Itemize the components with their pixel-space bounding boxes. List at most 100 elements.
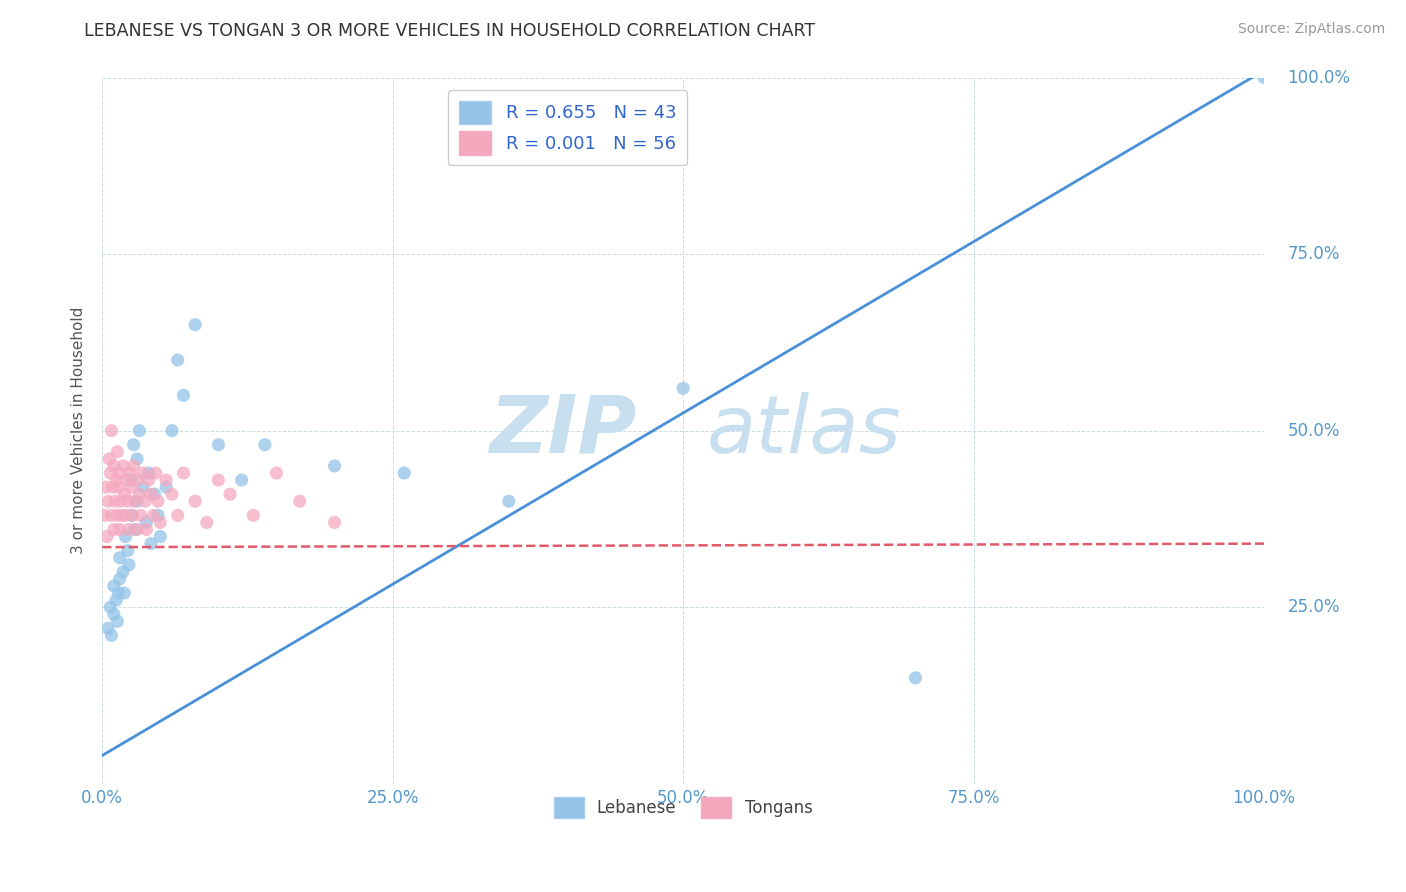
Point (104, 494, 127, 508)
Text: atlas: atlas (706, 392, 901, 469)
Text: 25.0%: 25.0% (1288, 599, 1340, 616)
Point (128, 424, 150, 438)
Point (125, 473, 148, 487)
Point (125, 451, 148, 466)
Point (103, 579, 125, 593)
Point (155, 473, 177, 487)
Point (118, 523, 141, 537)
Point (125, 523, 148, 537)
Point (97, 494, 120, 508)
Point (138, 473, 160, 487)
Point (904, 671, 927, 685)
Point (266, 466, 288, 480)
Point (125, 494, 148, 508)
Point (132, 480, 155, 494)
Point (173, 388, 195, 402)
Point (107, 480, 129, 494)
Point (101, 480, 124, 494)
Point (149, 516, 172, 530)
Point (394, 466, 416, 480)
Point (107, 586, 129, 600)
Point (160, 424, 183, 438)
Point (105, 473, 128, 487)
Point (98, 466, 121, 480)
Point (135, 516, 157, 530)
Point (96, 530, 118, 544)
Point (111, 508, 134, 523)
Point (117, 543, 139, 558)
Point (132, 466, 155, 480)
Point (146, 508, 169, 523)
Text: 100.0%: 100.0% (1288, 69, 1350, 87)
Point (145, 466, 167, 480)
Point (672, 381, 695, 395)
Point (160, 487, 183, 501)
Point (108, 466, 131, 480)
Text: ZIP: ZIP (489, 392, 637, 469)
Point (323, 458, 346, 473)
Point (498, 494, 520, 508)
Point (122, 458, 145, 473)
Point (1253, 70, 1275, 85)
Point (195, 516, 218, 530)
Point (105, 508, 128, 523)
Point (100, 628, 122, 642)
Point (143, 487, 166, 501)
Point (108, 572, 131, 586)
Point (207, 473, 229, 487)
Point (120, 480, 142, 494)
Point (146, 494, 169, 508)
Point (97, 621, 120, 635)
Point (100, 508, 122, 523)
Point (138, 466, 160, 480)
Text: LEBANESE VS TONGAN 3 OR MORE VEHICLES IN HOUSEHOLD CORRELATION CHART: LEBANESE VS TONGAN 3 OR MORE VEHICLES IN… (84, 22, 815, 40)
Point (129, 508, 152, 523)
Point (242, 508, 264, 523)
Point (112, 487, 135, 501)
Point (112, 586, 135, 600)
Point (108, 550, 131, 565)
Point (118, 558, 141, 572)
Point (253, 438, 276, 452)
Point (155, 480, 177, 494)
Text: 75.0%: 75.0% (1288, 245, 1340, 263)
Point (231, 473, 253, 487)
Point (103, 458, 125, 473)
Point (120, 473, 142, 487)
Point (114, 530, 136, 544)
Point (108, 523, 131, 537)
Point (112, 458, 135, 473)
Point (117, 494, 139, 508)
Point (103, 523, 125, 537)
Point (139, 487, 162, 501)
Point (135, 523, 157, 537)
Point (173, 466, 195, 480)
Point (103, 607, 125, 622)
Point (120, 508, 142, 523)
Point (207, 438, 229, 452)
Point (115, 473, 138, 487)
Point (98, 600, 121, 615)
Point (94, 480, 117, 494)
Point (105, 615, 128, 629)
Point (134, 494, 156, 508)
Point (139, 536, 162, 550)
Point (184, 318, 207, 332)
Text: Source: ZipAtlas.com: Source: ZipAtlas.com (1237, 22, 1385, 37)
Point (105, 593, 128, 607)
Point (124, 523, 146, 537)
Point (122, 438, 145, 452)
Point (323, 516, 346, 530)
Legend: Lebanese, Tongans: Lebanese, Tongans (547, 790, 820, 825)
Point (166, 508, 188, 523)
Point (166, 353, 188, 368)
Point (98, 451, 121, 466)
Text: 50.0%: 50.0% (1288, 422, 1340, 440)
Point (142, 508, 165, 523)
Point (124, 494, 146, 508)
Point (128, 487, 150, 501)
Point (112, 565, 135, 579)
Point (120, 466, 142, 480)
Point (100, 424, 122, 438)
Point (93, 508, 115, 523)
